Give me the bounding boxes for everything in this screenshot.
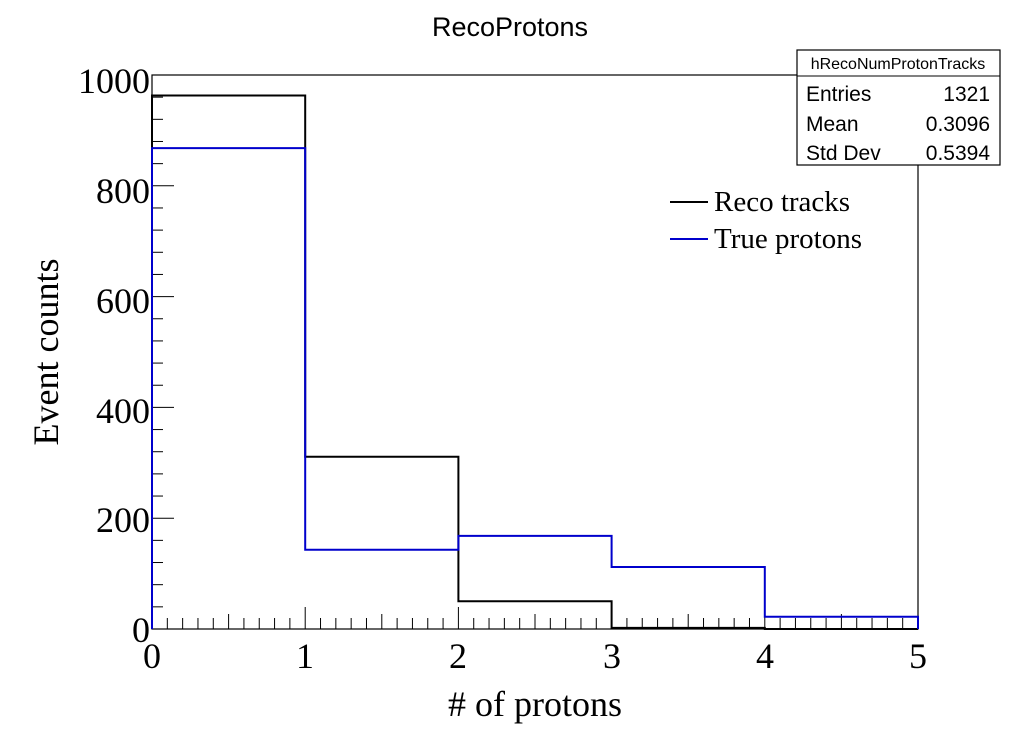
x-axis-title: # of protons: [448, 684, 622, 724]
x-tick-label: 3: [603, 636, 621, 676]
x-tick-label: 4: [756, 636, 774, 676]
y-tick-label: 0: [132, 610, 150, 650]
x-axis-ticks: [151, 607, 919, 629]
stats-histogram-name: hRecoNumProtonTracks: [811, 56, 986, 73]
x-tick-label: 1: [296, 636, 314, 676]
stats-entries-value: 1321: [943, 83, 990, 106]
y-axis-title: Event counts: [26, 259, 66, 446]
stats-entries-label: Entries: [806, 83, 871, 106]
stats-mean-label: Mean: [806, 113, 859, 136]
stats-stddev-label: Std Dev: [806, 142, 881, 165]
chart-title: RecoProtons: [432, 12, 588, 42]
stats-box: hRecoNumProtonTracks Entries 1321 Mean 0…: [796, 49, 1001, 166]
y-tick-label: 1000: [78, 61, 150, 101]
x-tick-label: 0: [143, 636, 161, 676]
y-tick-label: 600: [96, 281, 150, 321]
stats-mean-value: 0.3096: [926, 113, 990, 136]
stats-box-frame: [796, 49, 1001, 166]
legend-label-true-protons: True protons: [714, 223, 862, 255]
series-line-reco-tracks: [151, 94, 918, 630]
x-tick-label: 2: [449, 636, 467, 676]
y-tick-label: 200: [96, 500, 150, 540]
stats-stddev-value: 0.5394: [926, 142, 991, 165]
y-tick-label: 400: [96, 391, 150, 431]
y-axis-ticks: [152, 74, 174, 630]
legend-label-reco-tracks: Reco tracks: [714, 186, 850, 218]
y-tick-label: 800: [96, 171, 150, 211]
series-line-true-protons: [151, 147, 919, 629]
x-tick-label: 5: [909, 636, 927, 676]
